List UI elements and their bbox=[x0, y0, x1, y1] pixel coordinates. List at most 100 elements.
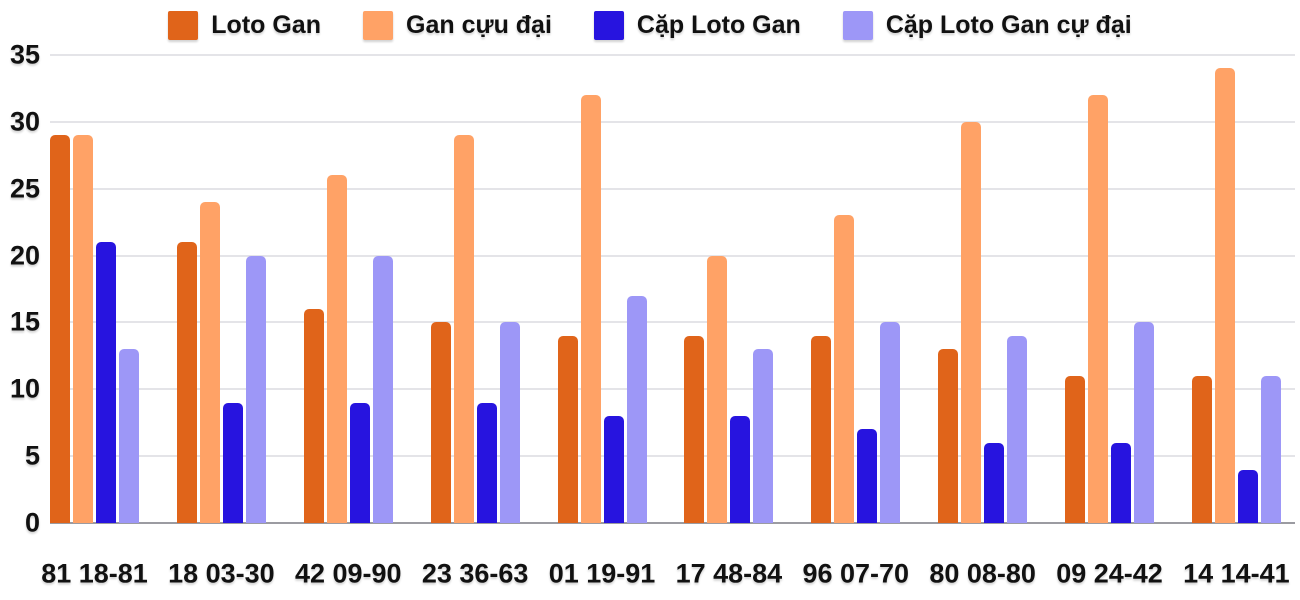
bar-1-loto-gan bbox=[50, 135, 70, 523]
gridline bbox=[50, 187, 1295, 190]
x-label-cell: 14 14-41 bbox=[1183, 552, 1290, 596]
bar-1-loto-gan bbox=[430, 322, 451, 523]
bar-group bbox=[1191, 55, 1281, 523]
bar-3-c-p-loto-gan bbox=[984, 442, 1005, 523]
bar-group bbox=[430, 55, 520, 523]
bar-group bbox=[176, 55, 266, 523]
bar-1-loto-gan bbox=[1065, 375, 1085, 523]
x-label-cell: 80 08-80 bbox=[929, 552, 1036, 596]
y-axis-tick-label: 10 bbox=[9, 373, 40, 404]
x-axis: 81 18-81 18 03-30 42 09-90 23 36-63 01 19-91… bbox=[41, 552, 1295, 596]
bar-4-c-p-loto-gan-c-i bbox=[1007, 335, 1028, 523]
gridline bbox=[50, 455, 1295, 458]
y-axis-tick-label: 5 bbox=[24, 440, 40, 471]
x-axis-tick-label: 18 03-30 bbox=[168, 558, 275, 589]
bar-group bbox=[1065, 55, 1154, 523]
legend-label: Gan cựu đại bbox=[406, 10, 552, 39]
bar-1-loto-gan bbox=[811, 335, 832, 523]
bar-2-gan-c-u-i bbox=[961, 121, 982, 523]
bar-1-loto-gan bbox=[938, 349, 959, 523]
gridline bbox=[50, 321, 1295, 324]
bar-3-c-p-loto-gan bbox=[730, 416, 751, 523]
y-axis-tick-label: 15 bbox=[9, 306, 40, 337]
legend-item: Cặp Loto Gan bbox=[593, 10, 801, 40]
x-axis-tick-label: 17 48-84 bbox=[675, 558, 783, 589]
bar-3-c-p-loto-gan bbox=[603, 416, 624, 523]
legend-item: Loto Gan bbox=[168, 10, 321, 40]
x-axis-tick-label: 81 18-81 bbox=[41, 558, 148, 589]
y-axis-tick-label: 0 bbox=[24, 507, 40, 538]
bar-3-c-p-loto-gan bbox=[476, 402, 497, 523]
bar-group bbox=[303, 55, 393, 523]
legend-swatch bbox=[842, 10, 873, 40]
gridline bbox=[50, 54, 1295, 56]
legend-label: Loto Gan bbox=[211, 10, 321, 39]
bar-3-c-p-loto-gan bbox=[857, 429, 878, 523]
bar-4-c-p-loto-gan-c-i bbox=[119, 349, 139, 523]
bar-4-c-p-loto-gan-c-i bbox=[753, 349, 774, 523]
bars-row bbox=[50, 55, 1295, 523]
bar-1-loto-gan bbox=[684, 335, 705, 523]
x-label-cell: 81 18-81 bbox=[41, 552, 148, 596]
bar-2-gan-c-u-i bbox=[1214, 68, 1235, 523]
gridline bbox=[50, 388, 1295, 391]
y-axis-tick-label: 30 bbox=[9, 106, 40, 137]
x-label-cell: 96 07-70 bbox=[802, 552, 909, 596]
x-label-cell: 01 19-91 bbox=[549, 552, 656, 596]
legend-item: Cặp Loto Gan cự đại bbox=[842, 10, 1132, 40]
bar-group bbox=[50, 55, 139, 523]
bar-3-c-p-loto-gan bbox=[1237, 469, 1258, 523]
bar-group bbox=[938, 55, 1028, 523]
bar-1-loto-gan bbox=[1191, 375, 1212, 523]
gridline bbox=[50, 120, 1295, 123]
x-axis-tick-label: 14 14-41 bbox=[1183, 558, 1290, 589]
bar-4-c-p-loto-gan-c-i bbox=[245, 255, 266, 523]
legend-swatch bbox=[363, 10, 393, 40]
gridline bbox=[50, 254, 1295, 257]
bar-3-c-p-loto-gan bbox=[349, 402, 370, 523]
legend-item: Gan cựu đại bbox=[363, 10, 552, 40]
x-axis-tick-label: 96 07-70 bbox=[802, 558, 910, 589]
y-axis: 0 5 10 15 20 25 30 35 bbox=[0, 40, 42, 538]
bar-group bbox=[684, 55, 774, 523]
x-label-cell: 42 09-90 bbox=[295, 552, 402, 596]
bar-4-c-p-loto-gan-c-i bbox=[1134, 322, 1154, 523]
legend-swatch bbox=[593, 10, 624, 40]
x-axis-tick-label: 01 19-91 bbox=[548, 558, 656, 589]
x-axis-line bbox=[50, 522, 1295, 524]
bar-1-loto-gan bbox=[176, 242, 197, 523]
chart-legend: Loto Gan Gan cựu đại Cặp Loto Gan Cặp Loto … bbox=[0, 6, 1300, 44]
x-axis-tick-label: 23 36-63 bbox=[421, 558, 529, 589]
y-axis-tick-label: 20 bbox=[9, 240, 40, 271]
x-label-cell: 23 36-63 bbox=[422, 552, 529, 596]
bar-3-c-p-loto-gan bbox=[1111, 442, 1131, 523]
bar-2-gan-c-u-i bbox=[707, 255, 728, 523]
x-label-cell: 17 48-84 bbox=[676, 552, 783, 596]
x-axis-tick-label: 09 24-42 bbox=[1056, 558, 1163, 589]
legend-label: Cặp Loto Gan bbox=[636, 10, 801, 39]
bar-2-gan-c-u-i bbox=[453, 135, 474, 523]
bar-group bbox=[557, 55, 647, 523]
bar-4-c-p-loto-gan-c-i bbox=[880, 322, 901, 523]
bar-2-gan-c-u-i bbox=[199, 202, 220, 523]
bar-3-c-p-loto-gan bbox=[96, 242, 116, 523]
bar-4-c-p-loto-gan-c-i bbox=[626, 295, 647, 523]
bar-1-loto-gan bbox=[303, 309, 324, 523]
bar-2-gan-c-u-i bbox=[834, 215, 855, 523]
bar-4-c-p-loto-gan-c-i bbox=[499, 322, 520, 523]
y-axis-tick-label: 35 bbox=[9, 39, 40, 70]
bar-2-gan-c-u-i bbox=[73, 135, 93, 523]
bar-2-gan-c-u-i bbox=[1088, 95, 1108, 523]
bar-2-gan-c-u-i bbox=[326, 175, 347, 523]
x-label-cell: 18 03-30 bbox=[168, 552, 275, 596]
bar-1-loto-gan bbox=[557, 335, 578, 523]
bar-4-c-p-loto-gan-c-i bbox=[1260, 375, 1281, 523]
legend-swatch bbox=[168, 10, 199, 40]
x-axis-tick-label: 42 09-90 bbox=[294, 558, 402, 589]
bar-group bbox=[811, 55, 901, 523]
x-label-cell: 09 24-42 bbox=[1056, 552, 1163, 596]
y-axis-tick-label: 25 bbox=[9, 173, 40, 204]
x-axis-tick-label: 80 08-80 bbox=[929, 558, 1036, 589]
bar-2-gan-c-u-i bbox=[580, 95, 601, 523]
